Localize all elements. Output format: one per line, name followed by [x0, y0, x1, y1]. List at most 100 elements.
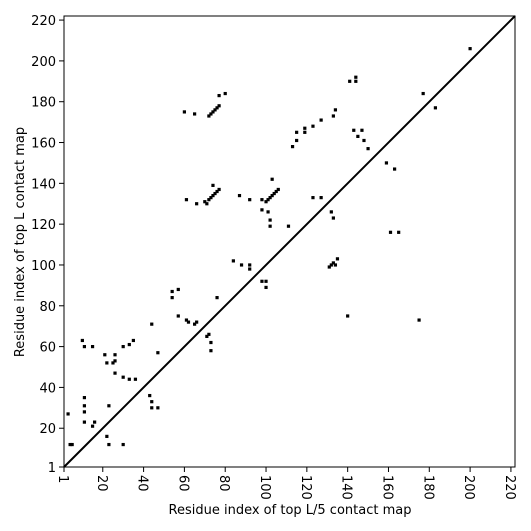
- contact-point: [215, 189, 219, 194]
- contact-point: [170, 296, 174, 300]
- contact-point: [193, 112, 197, 116]
- contact-point: [113, 371, 117, 375]
- y-tick-label: 20: [39, 422, 56, 437]
- contact-point: [150, 406, 154, 410]
- contact-point: [348, 79, 352, 83]
- contact-point: [113, 359, 117, 363]
- contact-point: [121, 442, 125, 447]
- contact-point: [150, 322, 154, 326]
- contact-point: [111, 361, 115, 365]
- contact-point: [131, 338, 135, 343]
- y-axis-label: Residue index of top L contact map: [13, 127, 28, 357]
- x-tick-label: 160: [379, 475, 394, 500]
- contact-point: [384, 161, 389, 165]
- diagonal: [63, 15, 516, 468]
- contact-point: [327, 265, 331, 269]
- contact-point: [268, 196, 272, 200]
- contact-point: [105, 361, 109, 365]
- contact-point: [209, 340, 213, 345]
- y-tick-label: 60: [39, 341, 56, 356]
- contact-point: [209, 196, 213, 200]
- contact-point: [127, 342, 131, 347]
- contact-point: [264, 200, 268, 204]
- contact-point: [207, 332, 211, 336]
- contact-point: [274, 189, 278, 194]
- x-tick-label: 200: [461, 475, 476, 500]
- contact-point: [270, 193, 274, 198]
- x-tick-label: 120: [298, 475, 313, 500]
- contact-point: [248, 267, 252, 271]
- contact-point: [107, 404, 111, 408]
- y-tick-label: 40: [39, 381, 56, 396]
- contact-point: [82, 404, 87, 408]
- x-tick-label: 140: [339, 475, 354, 500]
- contact-point: [331, 216, 335, 220]
- x-tick-label: 100: [257, 475, 272, 500]
- x-axis-label: Residue index of top L/5 contact map: [169, 503, 412, 518]
- contact-point: [82, 410, 87, 414]
- contact-point: [184, 198, 189, 202]
- contact-point: [264, 279, 268, 283]
- x-tick-label: 1: [55, 475, 70, 483]
- contact-point: [211, 193, 215, 198]
- contact-point: [70, 442, 74, 447]
- contact-point: [248, 198, 252, 202]
- contact-point: [397, 230, 401, 234]
- contact-point: [207, 114, 211, 118]
- contact-point: [103, 353, 107, 357]
- contact-point: [331, 114, 335, 118]
- plot-frame: [63, 15, 516, 468]
- contact-point: [270, 177, 274, 181]
- contact-point: [223, 91, 227, 96]
- contact-point: [66, 412, 70, 416]
- contact-point: [266, 210, 270, 214]
- x-tick-label: 40: [135, 475, 150, 492]
- contact-point: [266, 198, 270, 202]
- x-tick-label: 220: [502, 475, 517, 500]
- contact-point: [148, 393, 152, 398]
- contact-point: [248, 263, 252, 267]
- contact-point: [286, 224, 291, 228]
- y-tick-label: 1: [48, 461, 56, 476]
- contact-point: [260, 279, 264, 283]
- x-tick-label: 180: [420, 475, 435, 500]
- contact-point: [264, 285, 268, 290]
- contact-point: [215, 106, 219, 110]
- contact-point: [105, 434, 109, 438]
- contact-point: [333, 263, 338, 267]
- contact-point: [362, 138, 366, 143]
- y-tick-label: 120: [31, 218, 56, 233]
- contact-point: [290, 145, 295, 149]
- contact-point: [176, 314, 180, 318]
- contact-point: [352, 128, 356, 132]
- contact-point: [133, 377, 138, 381]
- contact-point: [195, 320, 199, 324]
- contact-point: [176, 287, 180, 292]
- y-tick-label: 220: [31, 14, 56, 29]
- contact-point: [156, 406, 160, 410]
- contact-point: [260, 198, 264, 202]
- contact-point: [127, 377, 131, 381]
- y-tick-label: 100: [31, 259, 56, 274]
- contact-point: [295, 130, 299, 134]
- contact-point: [207, 198, 211, 202]
- contact-point: [82, 420, 87, 424]
- contact-point: [113, 353, 117, 357]
- contact-point: [203, 200, 207, 204]
- contact-point: [213, 191, 217, 196]
- contact-point: [211, 183, 215, 187]
- contact-point: [276, 187, 280, 192]
- contact-point: [329, 263, 333, 267]
- contact-point: [333, 108, 338, 112]
- contact-point: [186, 320, 191, 324]
- y-tick-label: 140: [31, 177, 56, 192]
- contact-point: [209, 112, 213, 116]
- contact-point: [170, 289, 174, 294]
- contact-point: [182, 110, 187, 114]
- contact-point: [231, 259, 235, 263]
- y-tick-label: 80: [39, 300, 56, 315]
- x-tick-label: 80: [216, 475, 231, 492]
- contact-point: [356, 134, 360, 139]
- contact-point: [433, 106, 438, 110]
- contact-point: [237, 193, 242, 198]
